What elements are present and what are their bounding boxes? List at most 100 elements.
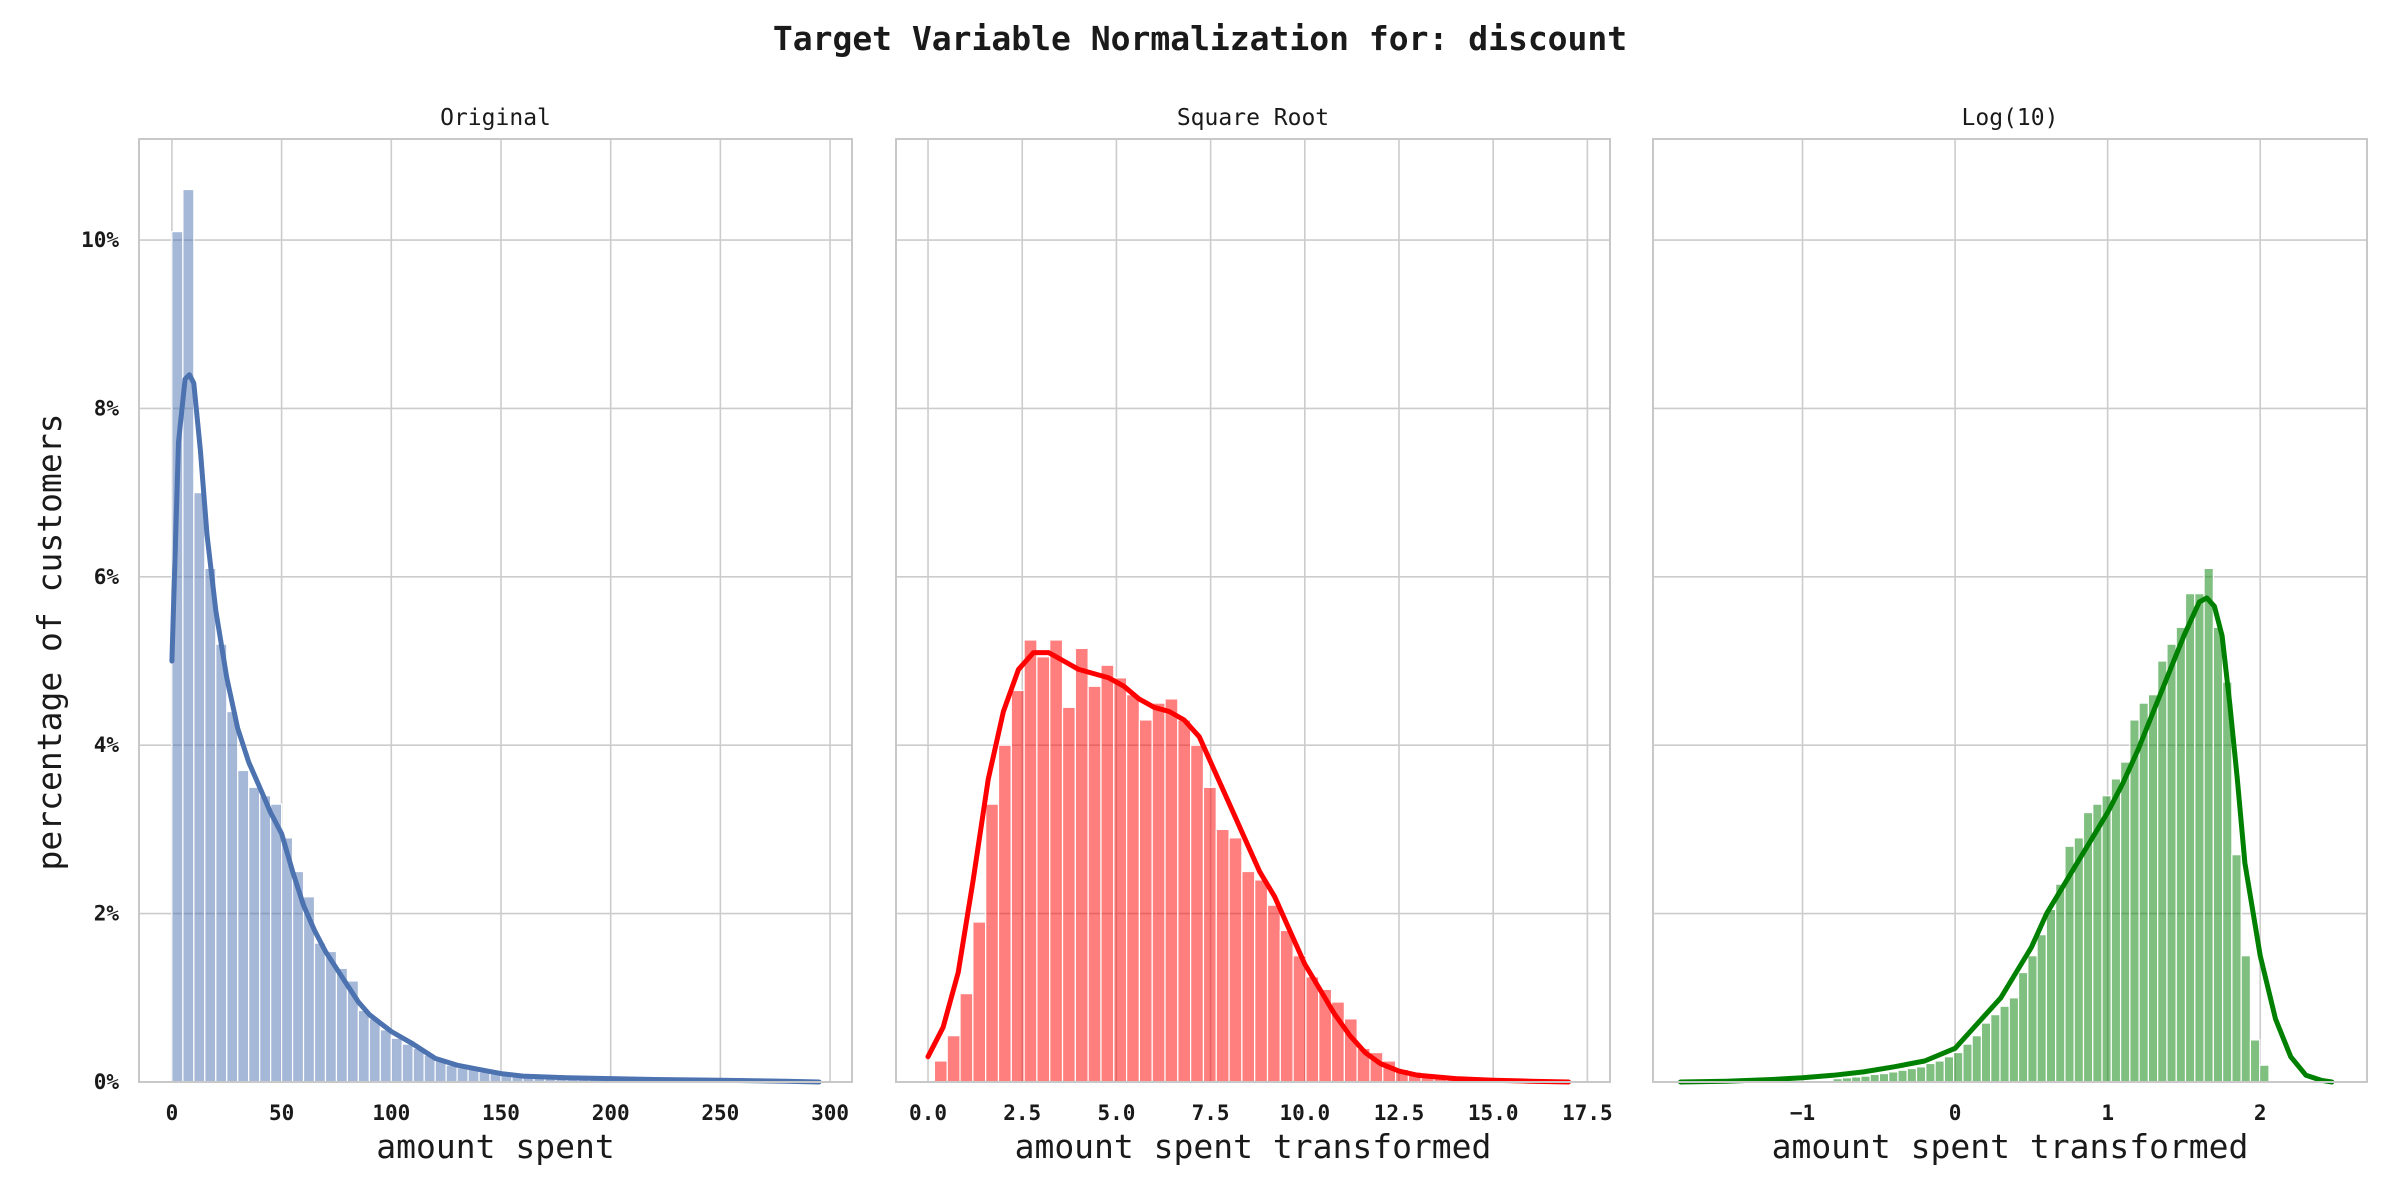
- x-tick-label: 100: [372, 1101, 410, 1125]
- histogram-bar: [1087, 685, 1102, 1083]
- histogram-bar: [248, 786, 261, 1083]
- histogram-bar: [1215, 828, 1230, 1083]
- histogram-bar: [1888, 1071, 1899, 1083]
- histogram-bar: [2073, 837, 2085, 1083]
- x-tick-label: 250: [701, 1101, 739, 1125]
- axes-frame: [138, 138, 853, 1083]
- histogram-bar: [193, 492, 206, 1083]
- histogram-bar: [1177, 719, 1192, 1083]
- histogram-bar: [1869, 1073, 1881, 1083]
- histogram-bar: [1036, 656, 1051, 1083]
- panel-title: Log(10): [1962, 105, 2059, 131]
- histogram-bar: [1980, 1022, 1992, 1083]
- x-tick-label: 150: [482, 1101, 520, 1125]
- x-tick-label: −1: [1790, 1101, 1815, 1125]
- x-axis-label: amount spent: [376, 1127, 614, 1166]
- histogram-bar: [959, 992, 974, 1083]
- x-tick-label: 50: [269, 1101, 294, 1125]
- x-tick-label: 15.0: [1468, 1101, 1519, 1125]
- histogram-bar: [379, 1029, 392, 1083]
- histogram-bar: [2036, 934, 2047, 1083]
- histogram-bar: [313, 942, 327, 1083]
- histogram-bar: [946, 1035, 961, 1083]
- x-tick-label: 300: [811, 1101, 849, 1125]
- panel-title: Original: [440, 105, 551, 131]
- histogram-bar: [2194, 593, 2205, 1083]
- figure-title: Target Variable Normalization for: disco…: [773, 19, 1627, 58]
- histogram-bar: [412, 1047, 425, 1083]
- histogram-bar: [1934, 1060, 1945, 1083]
- histogram-bar: [2157, 660, 2168, 1083]
- x-tick-label: 200: [592, 1101, 630, 1125]
- histogram-bar: [2222, 681, 2233, 1083]
- histogram-bar: [1953, 1051, 1964, 1083]
- histogram-bar: [2231, 854, 2242, 1083]
- axes-frame: [1652, 138, 2368, 1083]
- histogram-bar: [1266, 904, 1281, 1083]
- histogram-bar: [182, 188, 195, 1083]
- histogram-bar: [1943, 1056, 1955, 1083]
- histogram-bar: [2212, 626, 2224, 1083]
- histogram-bar: [933, 1060, 948, 1083]
- panel-title: Square Root: [1177, 105, 1329, 131]
- histogram-bar: [1061, 706, 1076, 1083]
- x-tick-label: 17.5: [1562, 1101, 1613, 1125]
- histogram-bar: [357, 1009, 370, 1083]
- histogram-bar: [237, 769, 250, 1083]
- y-tick-label: 4%: [94, 733, 120, 757]
- histogram-bar: [1906, 1067, 1918, 1083]
- histogram-bar: [2203, 567, 2214, 1083]
- histogram-bar: [1228, 837, 1243, 1083]
- histogram-bar: [270, 803, 283, 1083]
- x-tick-label: 0: [166, 1101, 179, 1125]
- histogram-bar: [2055, 883, 2066, 1083]
- histogram-bar: [401, 1043, 414, 1083]
- histogram-bar: [2129, 719, 2140, 1083]
- histogram-bar: [1151, 702, 1166, 1083]
- histogram-bar: [2240, 955, 2252, 1083]
- histogram-bar: [1190, 744, 1205, 1083]
- histogram-bar: [1023, 639, 1038, 1083]
- panel-2: Square Root 0.0 2.5 5.0 7.5 10.0 12.5 15.0 17.5 a…: [895, 105, 1613, 1166]
- x-axis-label: amount spent transformed: [1015, 1127, 1492, 1166]
- x-tick-label: 0: [1949, 1101, 1962, 1125]
- x-tick-label: 12.5: [1374, 1101, 1425, 1125]
- histogram-bar: [390, 1037, 403, 1083]
- y-tick-label: 2%: [94, 902, 120, 926]
- histogram-bar: [1915, 1066, 1927, 1083]
- histogram-bar: [215, 643, 228, 1083]
- histogram-bar: [2008, 997, 2020, 1083]
- histogram-bar: [259, 795, 272, 1083]
- histogram-bar: [1990, 1014, 2001, 1083]
- histogram-bar: [1164, 698, 1179, 1083]
- x-axis-label: amount spent transformed: [1772, 1127, 2249, 1166]
- histogram-bar: [2249, 1039, 2261, 1083]
- histogram-bar: [2119, 761, 2131, 1083]
- histogram-bar: [2259, 1064, 2270, 1083]
- histogram-bar: [445, 1064, 458, 1083]
- histogram-bar: [2175, 626, 2187, 1083]
- histogram-bar: [1971, 1035, 1983, 1083]
- kde-line: [169, 372, 822, 1085]
- x-tick-label: 2.5: [1003, 1101, 1041, 1125]
- histogram-bar: [1100, 664, 1115, 1083]
- histogram-bar: [2092, 803, 2103, 1083]
- histogram-bar: [1138, 719, 1153, 1083]
- histogram-bar: [2166, 643, 2177, 1083]
- x-tick-label: 10.0: [1280, 1101, 1331, 1125]
- y-tick-label: 0%: [94, 1070, 120, 1094]
- histogram-bar: [456, 1067, 469, 1083]
- histogram-bar: [985, 803, 1000, 1083]
- y-axis-label: percentage of customers: [30, 414, 69, 871]
- histogram-bar: [1999, 1005, 2010, 1083]
- x-tick-label: 5.0: [1097, 1101, 1135, 1125]
- histogram-bar: [1241, 870, 1256, 1083]
- kde-line: [1678, 595, 2335, 1085]
- histogram-bar: [2017, 971, 2029, 1083]
- x-tick-label: 0.0: [909, 1101, 947, 1125]
- histogram-bar: [2027, 955, 2038, 1083]
- histogram-bar: [1074, 647, 1089, 1083]
- histogram-bar: [1292, 955, 1307, 1083]
- y-tick-label: 8%: [94, 396, 120, 420]
